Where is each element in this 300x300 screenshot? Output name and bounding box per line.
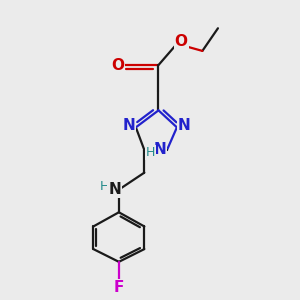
Text: O: O — [111, 58, 124, 73]
Text: N: N — [178, 118, 190, 134]
Text: N: N — [122, 118, 135, 134]
Text: N: N — [154, 142, 166, 158]
Text: N: N — [108, 182, 121, 197]
Text: F: F — [114, 280, 124, 295]
Text: O: O — [175, 34, 188, 49]
Text: H: H — [100, 180, 110, 193]
Text: H: H — [146, 146, 155, 159]
